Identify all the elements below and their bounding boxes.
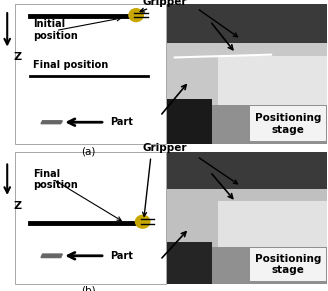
Bar — [167, 4, 327, 144]
Bar — [250, 248, 326, 281]
Text: (b): (b) — [81, 285, 96, 291]
Bar — [212, 247, 327, 284]
Text: Gripper: Gripper — [143, 143, 187, 153]
Text: Initial
position: Initial position — [33, 19, 77, 40]
Text: Final position: Final position — [33, 60, 108, 70]
Text: Z: Z — [13, 201, 21, 211]
Bar — [167, 189, 327, 247]
Bar — [15, 4, 166, 144]
Bar — [167, 4, 327, 43]
Bar — [212, 105, 327, 144]
Bar — [167, 99, 212, 144]
Bar — [167, 152, 327, 189]
Bar — [167, 43, 327, 105]
Bar — [167, 242, 212, 284]
Text: Part: Part — [110, 251, 133, 261]
Text: Positioning
stage: Positioning stage — [255, 254, 321, 275]
Bar — [250, 106, 326, 141]
Bar — [15, 152, 166, 284]
Text: Part: Part — [110, 117, 133, 127]
Bar — [218, 201, 327, 247]
Bar — [218, 56, 327, 105]
Text: Z: Z — [13, 52, 21, 62]
Circle shape — [129, 9, 143, 22]
Polygon shape — [41, 121, 62, 124]
Text: Positioning
stage: Positioning stage — [255, 113, 321, 135]
Text: Gripper: Gripper — [143, 0, 187, 7]
Text: (a): (a) — [81, 146, 96, 156]
Text: Final
position: Final position — [33, 169, 77, 190]
Polygon shape — [41, 254, 62, 258]
Bar — [167, 152, 327, 284]
Circle shape — [135, 215, 150, 228]
